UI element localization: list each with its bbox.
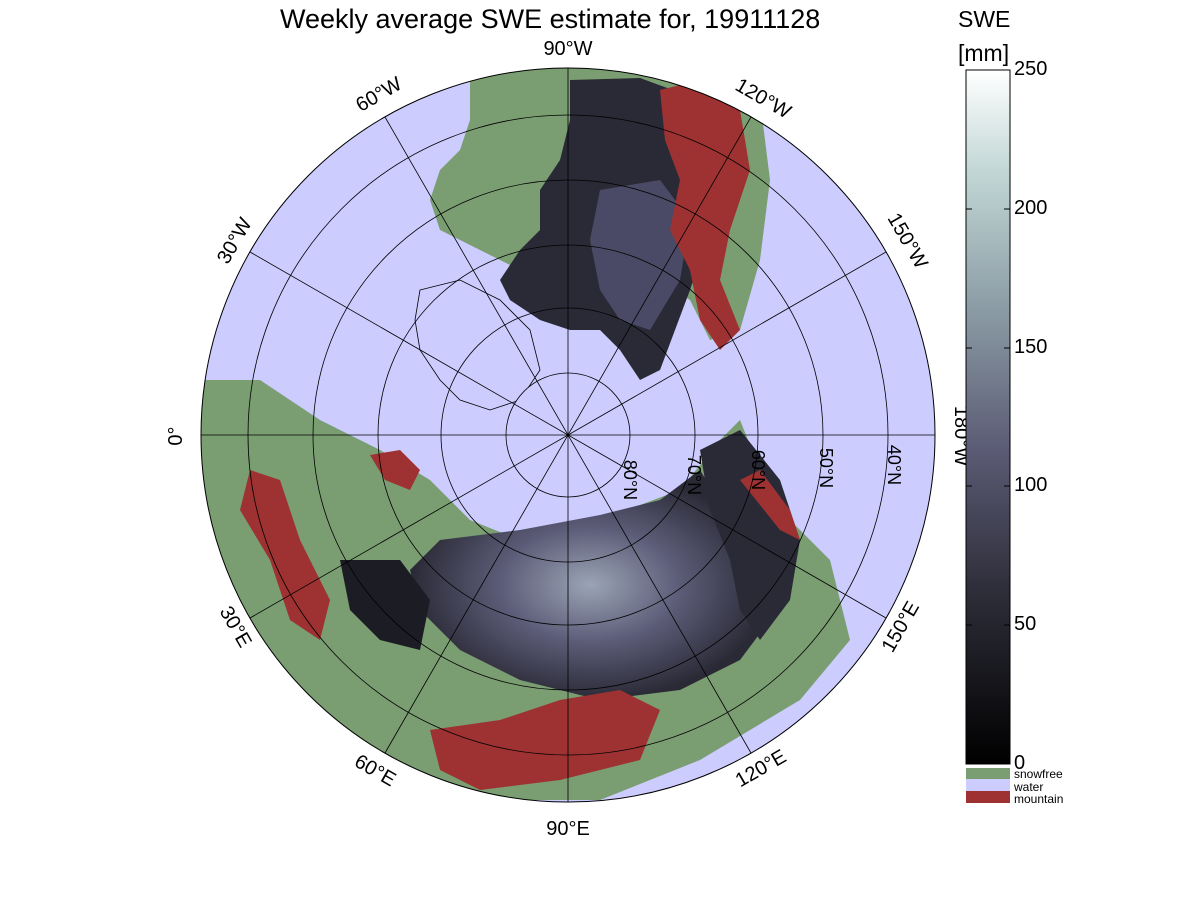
colorbar-tick-label: 200: [1014, 197, 1048, 219]
snow-siberia-east: [700, 430, 800, 640]
legend-swatch-water: [966, 779, 1010, 791]
mountains-central-asia: [430, 690, 660, 790]
colorbar-label-line2: [mm]: [958, 40, 1010, 66]
meridian-label-90e: 90°E: [546, 818, 590, 840]
mountains-europe: [240, 470, 330, 640]
legend-swatch-mountain: [966, 791, 1010, 803]
parallel-label-70n: 70°N: [684, 455, 704, 495]
snow-europe: [340, 560, 430, 650]
legend-label-water: water: [1014, 780, 1044, 794]
parallel-labels: 80°N 70°N 60°N 50°N 40°N: [620, 445, 904, 500]
legend-label-mountain: mountain: [1014, 792, 1064, 806]
colorbar: [965, 69, 1011, 765]
parallel-label-80n: 80°N: [620, 460, 640, 500]
parallel-label-60n: 60°N: [748, 450, 768, 490]
mountains-siberia: [740, 470, 800, 540]
chart-title: Weekly average SWE estimate for, 1991112…: [280, 4, 821, 34]
mountains-rockies: [660, 80, 750, 350]
snow-north-america-mid: [590, 180, 690, 330]
colorbar-tick-label: 100: [1014, 474, 1048, 496]
graticule: [200, 67, 936, 803]
legend-swatch-snowfree: [966, 768, 1010, 779]
colorbar-tick-label: 0: [1014, 752, 1026, 774]
colorbar-ticks: [966, 69, 1010, 765]
meridian-label-0: 0°: [165, 426, 187, 445]
parallel-label-50n: 50°N: [816, 448, 836, 488]
parallel-label-40n: 40°N: [884, 445, 904, 485]
colorbar-tick-label: 50: [1014, 613, 1037, 635]
snow-eurasia: [410, 470, 770, 700]
colorbar-tick-label: 250: [1014, 58, 1048, 80]
legend-label-snowfree: snowfree: [1014, 767, 1063, 781]
mountains-scandinavia: [370, 450, 420, 490]
meridian-label-90w: 90°W: [543, 38, 592, 60]
colorbar-tick-label: 150: [1014, 336, 1048, 358]
land-greenland: [414, 279, 541, 411]
colorbar-label-line1: SWE: [958, 6, 1011, 32]
